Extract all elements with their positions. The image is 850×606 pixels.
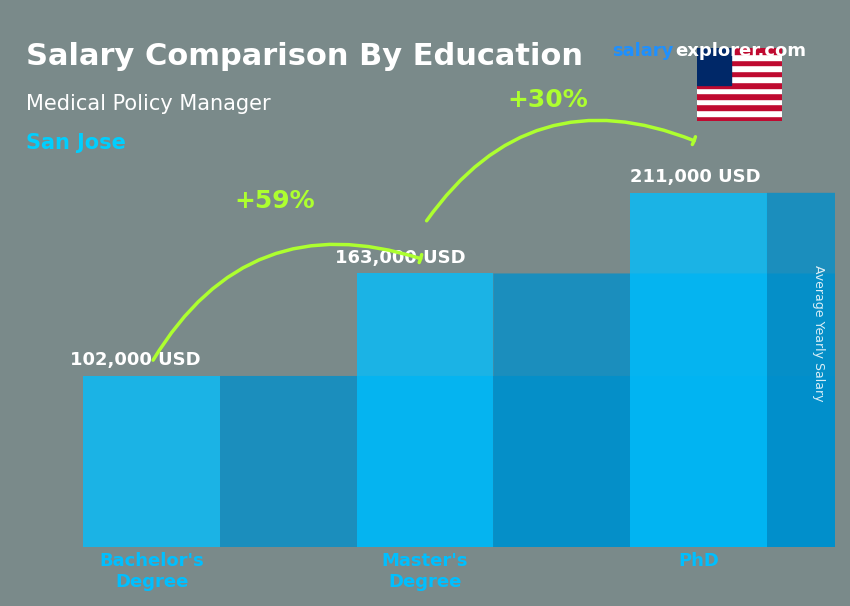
Text: +59%: +59% (235, 189, 315, 213)
Polygon shape (83, 371, 850, 376)
Polygon shape (83, 376, 220, 547)
Text: Average Yearly Salary: Average Yearly Salary (812, 265, 824, 402)
Polygon shape (767, 188, 850, 547)
Polygon shape (357, 273, 493, 547)
Bar (697, 116, 782, 121)
Text: salary: salary (612, 42, 673, 61)
Text: San Jose: San Jose (26, 133, 126, 153)
Bar (697, 88, 782, 93)
Polygon shape (630, 193, 767, 547)
Bar (697, 76, 782, 82)
Bar (697, 54, 782, 59)
Bar (697, 71, 782, 76)
Text: Medical Policy Manager: Medical Policy Manager (26, 94, 270, 114)
Bar (697, 82, 782, 88)
Bar (697, 65, 782, 71)
Polygon shape (357, 268, 850, 273)
Bar (697, 104, 782, 110)
Bar (697, 48, 782, 54)
Text: 102,000 USD: 102,000 USD (70, 351, 201, 369)
Text: explorer.com: explorer.com (676, 42, 807, 61)
Polygon shape (630, 188, 850, 193)
Text: Salary Comparison By Education: Salary Comparison By Education (26, 42, 582, 72)
Polygon shape (220, 371, 850, 547)
Text: 163,000 USD: 163,000 USD (335, 248, 466, 267)
Bar (697, 48, 731, 85)
Bar (697, 110, 782, 116)
Text: 211,000 USD: 211,000 USD (630, 168, 761, 186)
Bar (697, 99, 782, 104)
Polygon shape (493, 268, 850, 547)
Bar (697, 59, 782, 65)
Text: +30%: +30% (507, 88, 588, 112)
Bar (697, 93, 782, 99)
